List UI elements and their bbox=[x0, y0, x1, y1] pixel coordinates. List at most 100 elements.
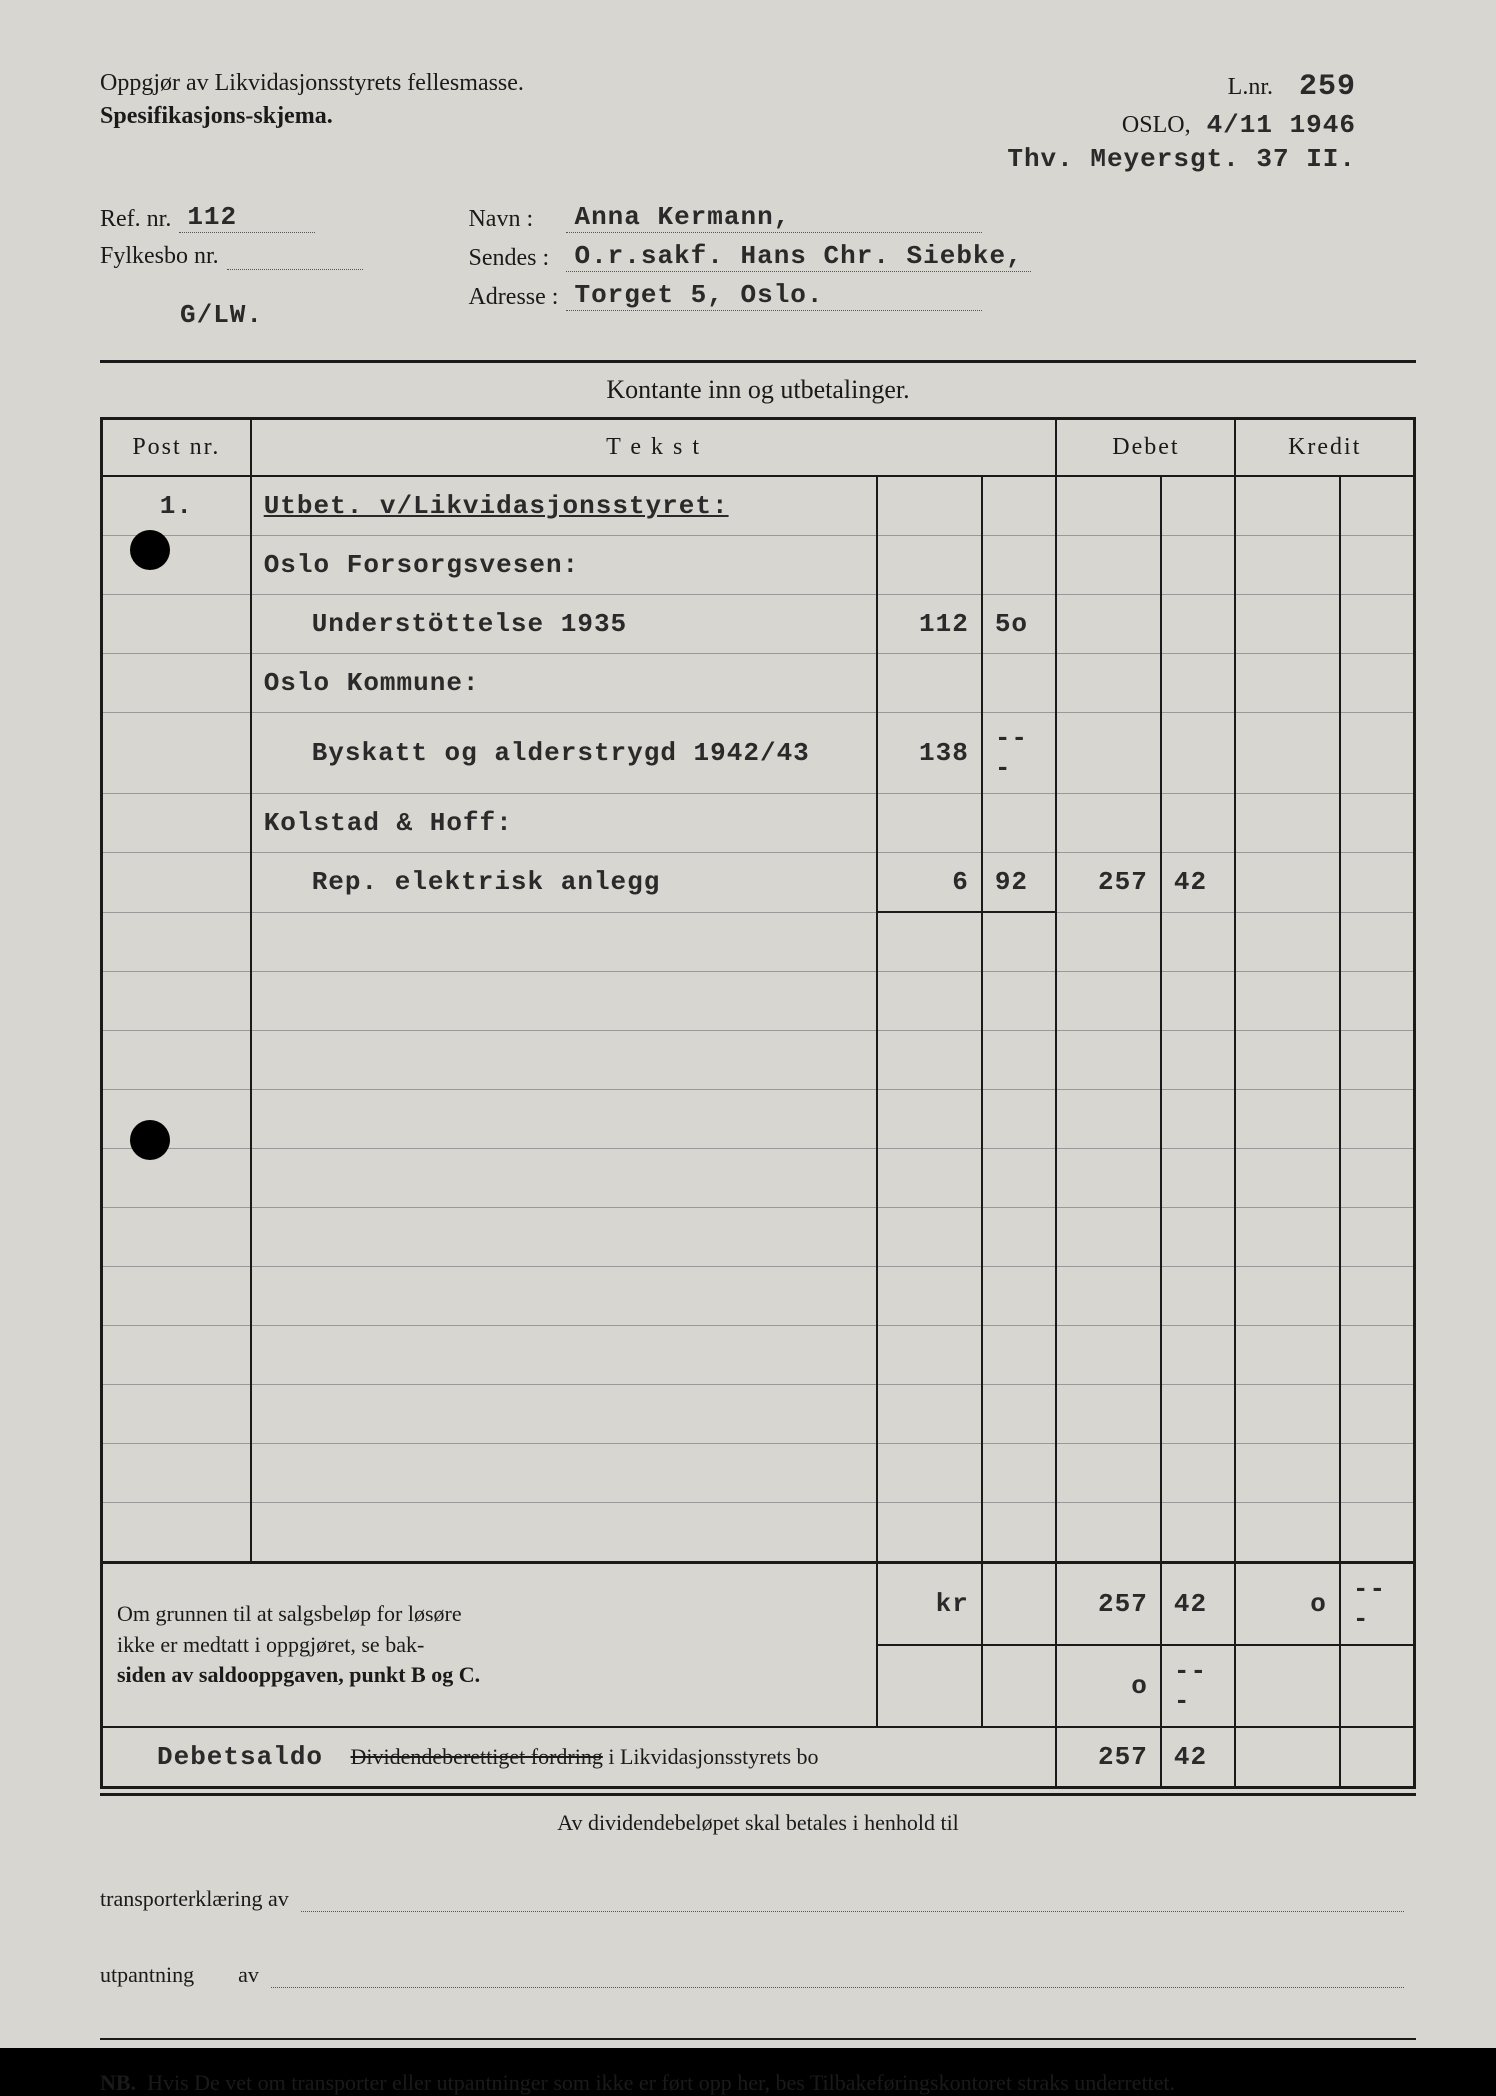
sum-debet-1: 257 bbox=[1056, 1563, 1160, 1646]
th-debet: Debet bbox=[1056, 419, 1235, 477]
table-cell bbox=[1340, 1326, 1415, 1385]
table-cell bbox=[102, 654, 251, 713]
divider bbox=[100, 360, 1416, 363]
table-cell bbox=[102, 536, 251, 595]
adresse-label: Adresse : bbox=[468, 284, 558, 311]
table-cell: Understöttelse 1935 bbox=[251, 595, 878, 654]
table-cell bbox=[877, 476, 981, 536]
table-cell bbox=[1235, 1503, 1339, 1563]
table-cell bbox=[877, 1444, 981, 1503]
table-cell bbox=[1235, 853, 1339, 913]
table-cell bbox=[1056, 1385, 1160, 1444]
table-cell bbox=[1056, 595, 1160, 654]
utpantning-line bbox=[271, 1987, 1404, 1988]
table-cell bbox=[1161, 1385, 1236, 1444]
lnr-label: L.nr. bbox=[1228, 74, 1273, 100]
form-fields: Ref. nr. 112 Fylkesbo nr. G/LW. Navn : A… bbox=[100, 194, 1416, 330]
table-cell: Oslo Forsorgsvesen: bbox=[251, 536, 878, 595]
table-cell bbox=[1056, 1503, 1160, 1563]
th-tekst: T e k s t bbox=[251, 419, 1057, 477]
table-cell bbox=[1056, 713, 1160, 794]
fylkesbo-value bbox=[227, 241, 363, 270]
table-cell bbox=[102, 1090, 251, 1149]
table-cell bbox=[877, 1503, 981, 1563]
table-cell bbox=[1235, 654, 1339, 713]
table-cell: 6 bbox=[877, 853, 981, 913]
table-cell bbox=[1056, 972, 1160, 1031]
saldo-label: Debetsaldo bbox=[157, 1742, 323, 1772]
table-cell bbox=[1235, 1208, 1339, 1267]
table-cell bbox=[982, 1090, 1057, 1149]
table-cell: 92 bbox=[982, 853, 1057, 913]
table-cell: 42 bbox=[1161, 853, 1236, 913]
table-cell bbox=[1235, 1149, 1339, 1208]
table-cell bbox=[1340, 853, 1415, 913]
table-cell bbox=[1235, 1267, 1339, 1326]
utpantning-label: utpantning av bbox=[100, 1962, 259, 1988]
bal-d2: --- bbox=[1161, 1645, 1236, 1727]
table-cell bbox=[102, 1444, 251, 1503]
table-cell bbox=[1161, 713, 1236, 794]
table-cell bbox=[102, 853, 251, 913]
table-row bbox=[102, 1149, 1415, 1208]
table-cell: Rep. elektrisk anlegg bbox=[251, 853, 878, 913]
table-cell: 1. bbox=[102, 476, 251, 536]
table-row: Byskatt og alderstrygd 1942/43138--- bbox=[102, 713, 1415, 794]
table-cell bbox=[1056, 912, 1160, 972]
sum-row: Om grunnen til at salgsbeløp for løsøre … bbox=[102, 1563, 1415, 1646]
table-cell bbox=[1340, 1031, 1415, 1090]
table-cell bbox=[1161, 1149, 1236, 1208]
table-cell bbox=[251, 1090, 878, 1149]
table-cell bbox=[1161, 1267, 1236, 1326]
table-cell bbox=[102, 1267, 251, 1326]
table-cell bbox=[1235, 912, 1339, 972]
sendes-value: O.r.sakf. Hans Chr. Siebke, bbox=[566, 241, 1030, 272]
table-row bbox=[102, 1090, 1415, 1149]
table-cell bbox=[1235, 595, 1339, 654]
table-cell bbox=[1056, 1031, 1160, 1090]
place: OSLO, bbox=[1122, 112, 1191, 138]
table-cell: Utbet. v/Likvidasjonsstyret: bbox=[251, 476, 878, 536]
table-cell bbox=[102, 1326, 251, 1385]
table-cell bbox=[982, 1503, 1057, 1563]
nb-text: Hvis De vet om transporter eller utpantn… bbox=[147, 2070, 1175, 2095]
nb-note: NB. Hvis De vet om transporter eller utp… bbox=[100, 2070, 1416, 2096]
ref-label: Ref. nr. bbox=[100, 206, 171, 233]
table-cell bbox=[102, 713, 251, 794]
table-cell bbox=[877, 1090, 981, 1149]
table-cell bbox=[1340, 912, 1415, 972]
transport-label: transporterklæring av bbox=[100, 1886, 289, 1912]
table-cell bbox=[982, 1444, 1057, 1503]
table-cell bbox=[1340, 1444, 1415, 1503]
table-cell: Kolstad & Hoff: bbox=[251, 794, 878, 853]
note-l3: siden av saldooppgaven, punkt B og C. bbox=[117, 1662, 480, 1687]
table-cell bbox=[1340, 1149, 1415, 1208]
table-cell bbox=[102, 1149, 251, 1208]
table-cell bbox=[982, 1149, 1057, 1208]
table-header-row: Post nr. T e k s t Debet Kredit bbox=[102, 419, 1415, 477]
table-cell bbox=[877, 794, 981, 853]
punch-hole bbox=[130, 1120, 170, 1160]
table-cell bbox=[877, 1149, 981, 1208]
table-cell bbox=[982, 476, 1057, 536]
table-row bbox=[102, 1326, 1415, 1385]
table-cell bbox=[1340, 536, 1415, 595]
fin-d2: 42 bbox=[1161, 1727, 1236, 1788]
bal-d1: o bbox=[1056, 1645, 1160, 1727]
table-cell bbox=[1056, 536, 1160, 595]
table-row bbox=[102, 1444, 1415, 1503]
table-cell bbox=[982, 1385, 1057, 1444]
navn-value: Anna Kermann, bbox=[566, 202, 982, 233]
table-cell bbox=[1340, 794, 1415, 853]
punch-hole bbox=[130, 530, 170, 570]
sendes-label: Sendes : bbox=[468, 245, 558, 272]
table-cell bbox=[1056, 794, 1160, 853]
table-cell bbox=[1161, 595, 1236, 654]
table-cell: 257 bbox=[1056, 853, 1160, 913]
table-cell bbox=[251, 1503, 878, 1563]
double-rule bbox=[100, 1793, 1416, 1796]
table-cell bbox=[982, 1208, 1057, 1267]
table-cell bbox=[877, 912, 981, 972]
table-cell bbox=[251, 1208, 878, 1267]
transport-line bbox=[301, 1911, 1404, 1912]
